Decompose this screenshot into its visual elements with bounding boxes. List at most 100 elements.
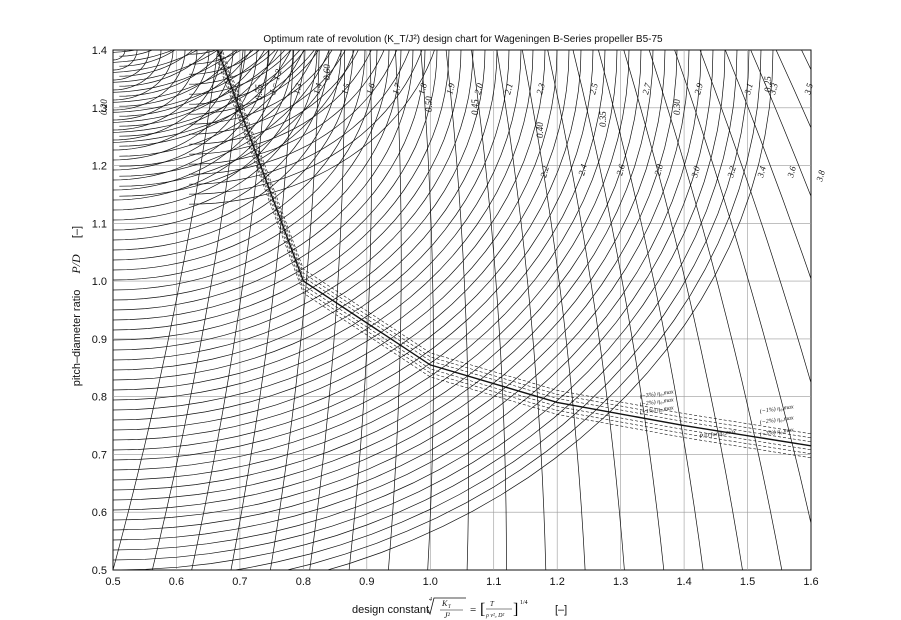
x-tick-label: 0.6 bbox=[169, 576, 184, 588]
j-line bbox=[801, 50, 811, 71]
kt-j2-curve bbox=[189, 50, 372, 155]
svg-text:[: [ bbox=[480, 601, 485, 618]
j-line bbox=[388, 50, 402, 570]
kt-j2-curve bbox=[113, 50, 294, 201]
kt-j2-curve bbox=[113, 50, 222, 141]
kt-j2-curve bbox=[119, 50, 209, 87]
kt-j2-curve bbox=[113, 50, 570, 431]
x-tick-label: 0.9 bbox=[359, 576, 374, 588]
x-tick-label: 1.2 bbox=[550, 576, 565, 588]
y-tick-label: 0.7 bbox=[92, 449, 107, 461]
efficiency-label: 0.60 bbox=[322, 64, 332, 80]
efficiency-tolerance-line bbox=[217, 61, 811, 459]
efficiency-label: 0.40 bbox=[535, 122, 545, 138]
kt-j2-curve bbox=[113, 50, 306, 211]
kt-j2-curve bbox=[232, 50, 750, 570]
j-label: 3.8 bbox=[814, 169, 827, 184]
efficiency-tolerance-line bbox=[217, 53, 811, 451]
x-tick-label: 0.5 bbox=[105, 576, 120, 588]
kt-j2-curve bbox=[113, 50, 714, 551]
kt-j2-curve bbox=[119, 0, 148, 16]
kt-j2-curve bbox=[189, 50, 218, 55]
j-line bbox=[191, 50, 269, 570]
j-label: 1.6 bbox=[364, 82, 377, 96]
kt-j2-curve bbox=[189, 50, 291, 95]
kt-j2-curve bbox=[113, 50, 498, 371]
j-label: 2.4 bbox=[576, 163, 589, 177]
kt-j2-curve bbox=[119, 50, 317, 167]
y-tick-label: 1.0 bbox=[92, 276, 107, 288]
kt-j2-curve bbox=[119, 50, 265, 127]
j-label: 3.5 bbox=[802, 82, 815, 97]
kt-j2-curve bbox=[113, 50, 366, 261]
kt-j2-curve bbox=[113, 50, 522, 391]
j-line bbox=[113, 50, 219, 570]
kt-j2-curve bbox=[107, 0, 201, 12]
kt-j2-curve bbox=[119, 50, 252, 117]
y-axis-title: pitch–diameter ratio bbox=[71, 290, 83, 387]
y-axis-symbol: P/D bbox=[69, 254, 83, 275]
kt-j2-curve bbox=[113, 50, 237, 93]
kt-j2-curve bbox=[113, 50, 606, 461]
j-label: 3.2 bbox=[725, 165, 738, 180]
kt-j2-curve bbox=[189, 50, 435, 205]
kt-j2-curve bbox=[113, 50, 286, 123]
kt-j2-curve bbox=[119, 0, 172, 36]
j-label: 2.5 bbox=[587, 82, 600, 96]
kt-j2-curve bbox=[113, 50, 642, 491]
efficiency-label: 0.50 bbox=[424, 96, 434, 112]
x-axis-title: design constant bbox=[352, 604, 429, 616]
j-label: 2.0 bbox=[472, 82, 485, 96]
kt-j2-curve bbox=[113, 50, 126, 61]
j-line bbox=[827, 50, 901, 570]
kt-j2-curve bbox=[113, 50, 474, 351]
x-tick-label: 1.4 bbox=[676, 576, 691, 588]
kt-j2-curve bbox=[113, 50, 654, 501]
kt-j2-curve bbox=[119, 50, 238, 107]
j-label: 1.4 bbox=[311, 82, 324, 96]
efficiency-label: 0.20 bbox=[99, 99, 109, 115]
y-tick-label: 1.4 bbox=[92, 45, 107, 57]
kt-j2-curve bbox=[113, 50, 426, 311]
efficiency-tolerance-line bbox=[221, 50, 811, 435]
curve-layer bbox=[107, 0, 901, 570]
optimum-pd-line bbox=[217, 50, 811, 447]
j-label: 2.7 bbox=[640, 82, 653, 96]
kt-j2-curve bbox=[113, 50, 282, 191]
y-tick-label: 0.6 bbox=[92, 507, 107, 519]
j-label: 3.1 bbox=[742, 82, 755, 96]
kt-j2-curve bbox=[113, 50, 199, 73]
x-tick-label: 1.5 bbox=[740, 576, 755, 588]
band-label: (−1%) η₀,max bbox=[759, 403, 794, 415]
kt-j2-curve bbox=[189, 50, 385, 165]
kt-j2-curve bbox=[113, 50, 219, 83]
j-line bbox=[420, 50, 434, 570]
kt-j2-curve bbox=[119, 50, 330, 177]
j-line bbox=[496, 50, 547, 570]
kt-j2-curve bbox=[113, 50, 414, 301]
kt-j2-curve bbox=[285, 50, 762, 570]
j-line bbox=[471, 50, 507, 570]
efficiency-label: 0.45 bbox=[470, 99, 480, 115]
x-axis-unit: [–] bbox=[555, 604, 567, 616]
j-label: 2.2 bbox=[538, 165, 551, 179]
svg-text:ρ v²ₐ D²: ρ v²ₐ D² bbox=[485, 613, 504, 619]
kt-j2-curve bbox=[119, 50, 343, 187]
j-line bbox=[674, 50, 811, 526]
kt-j2-curve bbox=[119, 50, 224, 97]
kt-j2-curve bbox=[107, 0, 237, 42]
kt-j2-curve bbox=[113, 50, 402, 291]
kt-j2-curve bbox=[189, 50, 306, 105]
j-line bbox=[878, 50, 901, 570]
y-axis-ticks: 0.5 0.6 0.7 0.8 0.9 1.0 1.1 1.2 1.3 1.4 bbox=[92, 45, 107, 577]
kt-j2-curve bbox=[189, 0, 240, 34]
kt-j2-curve bbox=[189, 50, 242, 65]
y-tick-label: 1.1 bbox=[92, 218, 107, 230]
j-line bbox=[648, 50, 783, 570]
kt-j2-curve bbox=[113, 50, 258, 171]
svg-text:K: K bbox=[441, 599, 448, 608]
kt-j2-curve bbox=[189, 50, 333, 125]
j-line bbox=[699, 50, 811, 385]
kt-j2-curve bbox=[113, 50, 690, 531]
